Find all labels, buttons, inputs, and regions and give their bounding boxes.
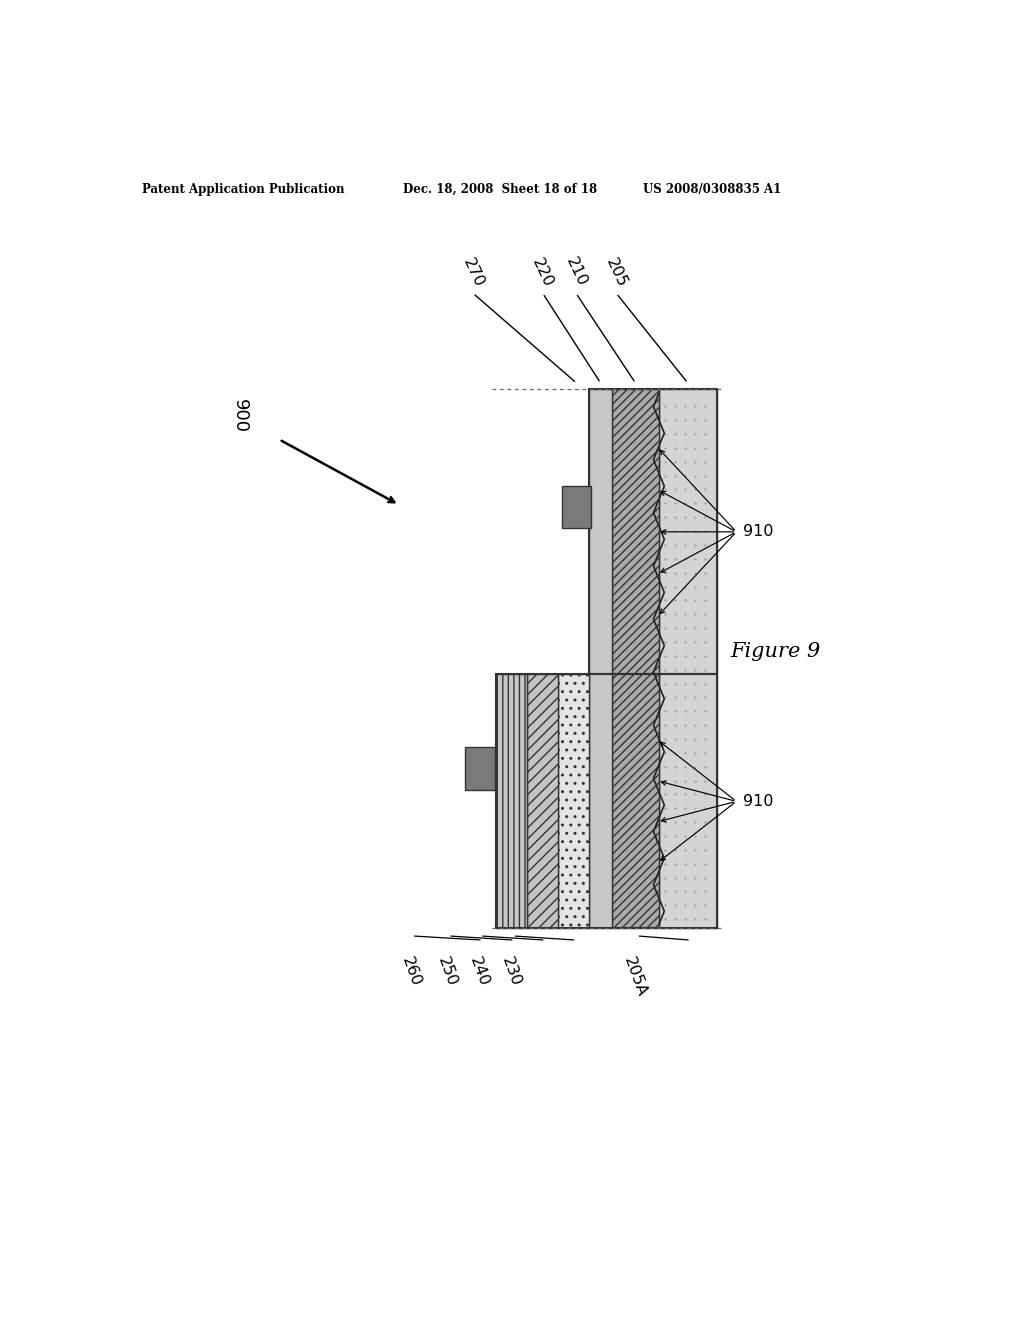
Bar [589, 389, 717, 675]
Bar [589, 389, 612, 928]
Bar [465, 747, 495, 789]
Text: 900: 900 [231, 400, 250, 433]
Text: Dec. 18, 2008  Sheet 18 of 18: Dec. 18, 2008 Sheet 18 of 18 [403, 183, 597, 197]
Text: Figure 9: Figure 9 [730, 642, 820, 661]
Text: 205A: 205A [622, 956, 650, 999]
Bar [558, 675, 589, 928]
Bar [658, 389, 717, 928]
Bar [527, 675, 558, 928]
Bar [496, 675, 527, 928]
Text: 250: 250 [435, 956, 460, 989]
Text: 205: 205 [603, 256, 630, 289]
Text: Patent Application Publication: Patent Application Publication [142, 183, 344, 197]
Text: US 2008/0308835 A1: US 2008/0308835 A1 [643, 183, 781, 197]
Bar [562, 486, 592, 528]
Text: 220: 220 [529, 256, 556, 289]
Text: 270: 270 [460, 256, 486, 289]
Text: 210: 210 [563, 255, 589, 289]
Text: 910: 910 [742, 793, 773, 809]
Text: 260: 260 [398, 956, 423, 989]
Bar [612, 389, 658, 928]
Text: 230: 230 [500, 956, 524, 989]
Text: 240: 240 [467, 956, 492, 989]
Text: 910: 910 [742, 524, 773, 540]
Bar [496, 675, 717, 928]
